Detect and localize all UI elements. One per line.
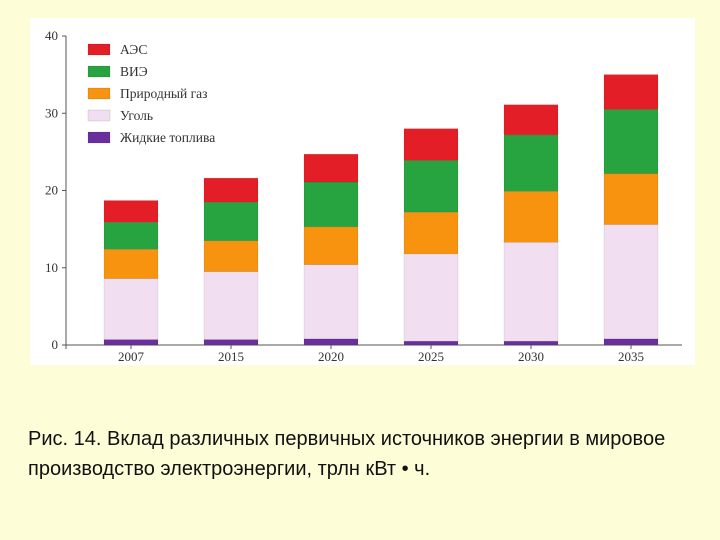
chart-panel: 0 10 20 30 40 2007 2015 2020 2025 2030 2035 АЭС ВИЭ… <box>30 18 695 365</box>
bar-segment <box>603 173 659 225</box>
bar-segment <box>103 221 159 250</box>
bar-segment <box>103 278 159 340</box>
legend-swatch <box>87 43 111 56</box>
bar-segment <box>203 201 259 241</box>
bar-segment <box>203 177 259 203</box>
y-tick-label: 40 <box>45 28 58 43</box>
bar-segment <box>203 240 259 272</box>
legend-swatch <box>87 65 111 78</box>
bar-segment <box>603 224 659 340</box>
legend-label: ВИЭ <box>120 64 148 79</box>
bar-segment <box>503 134 559 192</box>
bar-segment <box>403 160 459 213</box>
bar-segment <box>103 339 159 346</box>
bar-segment <box>403 340 459 346</box>
bar-segment <box>303 338 359 346</box>
legend-label: Природный газ <box>120 86 207 101</box>
bar-segment <box>503 104 559 136</box>
bars-layer <box>103 74 659 346</box>
y-tick-label: 20 <box>45 183 58 198</box>
bar-segment <box>403 253 459 342</box>
bar-segment <box>203 339 259 346</box>
bar-segment <box>303 264 359 340</box>
legend: АЭС ВИЭ Природный газ Уголь Жидкие топлива <box>87 42 215 145</box>
legend-label: Жидкие топлива <box>120 130 215 145</box>
y-tick-label: 10 <box>45 260 58 275</box>
bar-segment <box>603 338 659 346</box>
bar-segment <box>303 153 359 183</box>
x-tick-label: 2030 <box>518 349 544 364</box>
legend-swatch <box>87 131 111 144</box>
bar-segment <box>103 248 159 279</box>
legend-label: Уголь <box>120 108 153 123</box>
x-tick-label: 2015 <box>218 349 244 364</box>
bar-segment <box>403 128 459 161</box>
bar-segment <box>303 181 359 228</box>
x-tick-label: 2020 <box>318 349 344 364</box>
bar-segment <box>503 340 559 346</box>
bar-segment <box>103 200 159 223</box>
x-tick-label: 2007 <box>118 349 145 364</box>
bar-segment <box>603 109 659 174</box>
x-tick-label: 2035 <box>618 349 644 364</box>
x-tick-label: 2025 <box>418 349 444 364</box>
legend-swatch <box>87 87 111 100</box>
bar-segment <box>403 211 459 255</box>
y-tick-label: 0 <box>52 337 59 352</box>
figure-caption: Рис. 14. Вклад различных первичных источ… <box>28 428 666 480</box>
bar-segment <box>503 242 559 342</box>
bar-segment <box>603 74 659 110</box>
bar-segment <box>503 191 559 243</box>
bar-segment <box>303 226 359 265</box>
y-tick-label: 30 <box>45 105 58 120</box>
legend-swatch <box>87 109 111 122</box>
bar-segment <box>203 271 259 340</box>
legend-label: АЭС <box>120 42 147 57</box>
